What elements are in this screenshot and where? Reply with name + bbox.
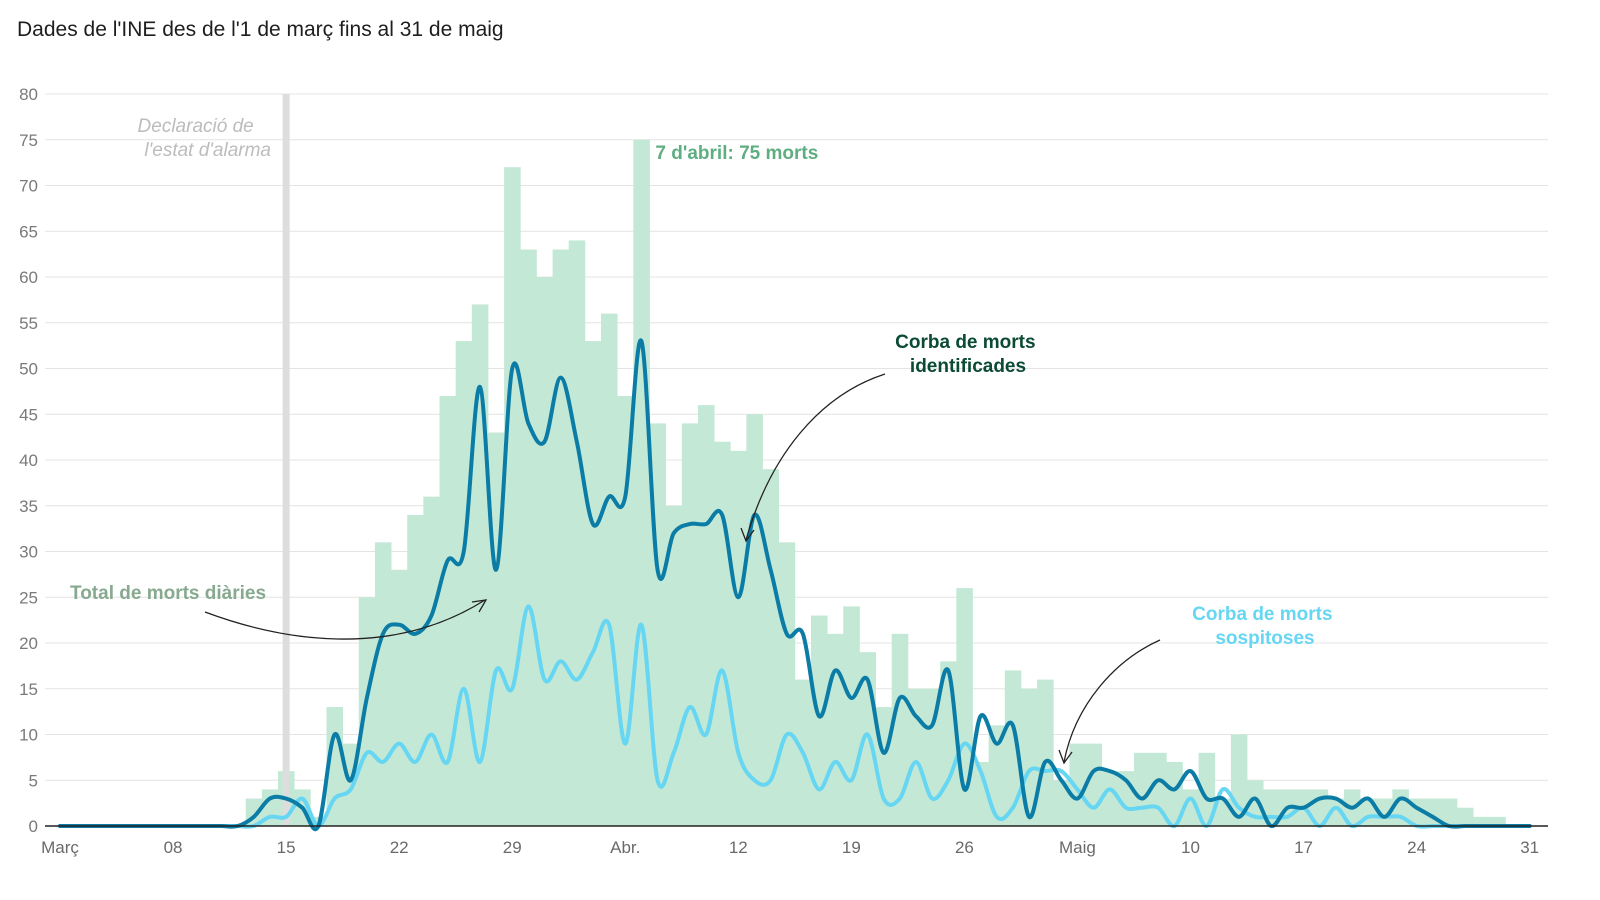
line-series-suspected xyxy=(58,604,1532,829)
y-tick-label: 80 xyxy=(19,85,38,104)
bar xyxy=(1004,670,1022,826)
bar xyxy=(584,341,602,826)
y-tick-label: 25 xyxy=(19,588,38,607)
bar xyxy=(1101,771,1119,826)
bar xyxy=(423,496,440,826)
bar xyxy=(568,240,586,826)
x-tick-label: 31 xyxy=(1520,838,1539,857)
annotation-suspected-line1: Corba de morts xyxy=(1192,604,1332,625)
y-tick-label: 50 xyxy=(19,360,38,379)
bar xyxy=(810,615,828,826)
y-tick-label: 20 xyxy=(19,634,38,653)
annotation-alarm-line1: Declaració de xyxy=(138,116,254,137)
bar xyxy=(520,249,537,827)
bar xyxy=(1473,816,1490,826)
annotation-peak: 7 d'abril: 75 morts xyxy=(655,143,818,164)
bar xyxy=(843,606,860,826)
annotation-alarm: Declaració de l'estat d'alarma xyxy=(138,116,271,161)
y-tick-label: 5 xyxy=(29,771,38,790)
bar xyxy=(1166,761,1183,826)
bar xyxy=(681,423,699,826)
annotation-alarm-line2: l'estat d'alarma xyxy=(144,140,271,161)
y-tick-label: 75 xyxy=(19,131,38,150)
bar xyxy=(1198,752,1216,826)
annotation-identified-arrowhead xyxy=(740,527,755,543)
bar xyxy=(617,395,634,826)
alarm-marker-line xyxy=(282,94,290,826)
bar xyxy=(746,414,763,826)
y-tick-label: 35 xyxy=(19,497,38,516)
x-tick-label: Maig xyxy=(1059,838,1096,857)
x-tick-label: 17 xyxy=(1294,838,1313,857)
bar xyxy=(1053,780,1070,826)
annotation-identified-line2: identificades xyxy=(910,356,1026,377)
y-tick-label: 30 xyxy=(19,543,38,562)
bar xyxy=(1069,743,1086,826)
bar xyxy=(778,542,796,826)
bar xyxy=(1182,789,1199,826)
x-tick-label: 22 xyxy=(390,838,409,857)
y-tick-label: 70 xyxy=(19,177,38,196)
x-tick-label: 29 xyxy=(503,838,522,857)
annotation-identified-arrow xyxy=(745,373,886,541)
annotation-suspected-arrowhead xyxy=(1058,749,1073,765)
bar xyxy=(407,514,424,826)
bar xyxy=(762,469,780,826)
line-series-identified xyxy=(58,338,1532,831)
x-tick-label: Abr. xyxy=(610,838,640,857)
y-tick-label: 40 xyxy=(19,451,38,470)
bar xyxy=(374,542,392,826)
annotation-suspected-arrow xyxy=(1063,639,1161,763)
annotation-total-arrowhead xyxy=(471,599,488,613)
annotation-suspected: Corba de morts sospitoses xyxy=(1192,604,1338,649)
bar xyxy=(504,167,521,826)
bar xyxy=(988,725,1006,826)
bar xyxy=(633,139,650,826)
x-tick-label: 19 xyxy=(842,838,861,857)
x-tick-label: 24 xyxy=(1407,838,1426,857)
bar xyxy=(391,569,408,826)
annotation-identified: Corba de morts identificades xyxy=(895,332,1041,377)
y-tick-label: 0 xyxy=(29,817,38,836)
page-title: Dades de l'INE des de l'1 de març fins a… xyxy=(17,18,504,41)
y-tick-label: 45 xyxy=(19,405,38,424)
bar xyxy=(1489,816,1506,826)
y-tick-label: 10 xyxy=(19,726,38,745)
annotation-total-arrow xyxy=(204,599,486,640)
bar xyxy=(1037,679,1054,826)
x-tick-label: 15 xyxy=(277,838,296,857)
bar xyxy=(601,313,618,827)
annotation-total: Total de morts diàries xyxy=(70,583,266,604)
y-tick-label: 65 xyxy=(19,222,38,241)
bar xyxy=(358,597,376,826)
bar xyxy=(1327,798,1345,826)
y-axis-ticks: 0 5 10 15 20 25 30 35 40 45 50 55 60 65 70 75 80 xyxy=(19,85,38,836)
y-tick-label: 55 xyxy=(19,314,38,333)
bar xyxy=(891,633,909,826)
bar xyxy=(1376,798,1393,826)
annotation-identified-line1: Corba de morts xyxy=(895,332,1035,353)
bar xyxy=(455,341,473,826)
x-tick-label: 10 xyxy=(1181,838,1200,857)
bar xyxy=(1133,752,1151,826)
bar xyxy=(827,633,844,826)
bar xyxy=(1456,807,1474,826)
x-axis-ticks: Març 08 15 22 29 Abr. 12 19 26 Maig 10 17 24 31 xyxy=(41,838,1539,857)
bar xyxy=(552,249,570,827)
y-tick-label: 15 xyxy=(19,680,38,699)
bar xyxy=(536,277,553,826)
bar xyxy=(439,395,457,826)
x-tick-label: Març xyxy=(41,838,79,857)
x-tick-label: 08 xyxy=(164,838,183,857)
x-tick-label: 26 xyxy=(955,838,974,857)
annotation-suspected-line2: sospitoses xyxy=(1215,628,1314,649)
bar xyxy=(1440,798,1458,826)
bar xyxy=(697,405,715,826)
y-tick-label: 60 xyxy=(19,268,38,287)
x-tick-label: 12 xyxy=(729,838,748,857)
gridlines xyxy=(45,93,1548,781)
bar xyxy=(714,441,731,826)
